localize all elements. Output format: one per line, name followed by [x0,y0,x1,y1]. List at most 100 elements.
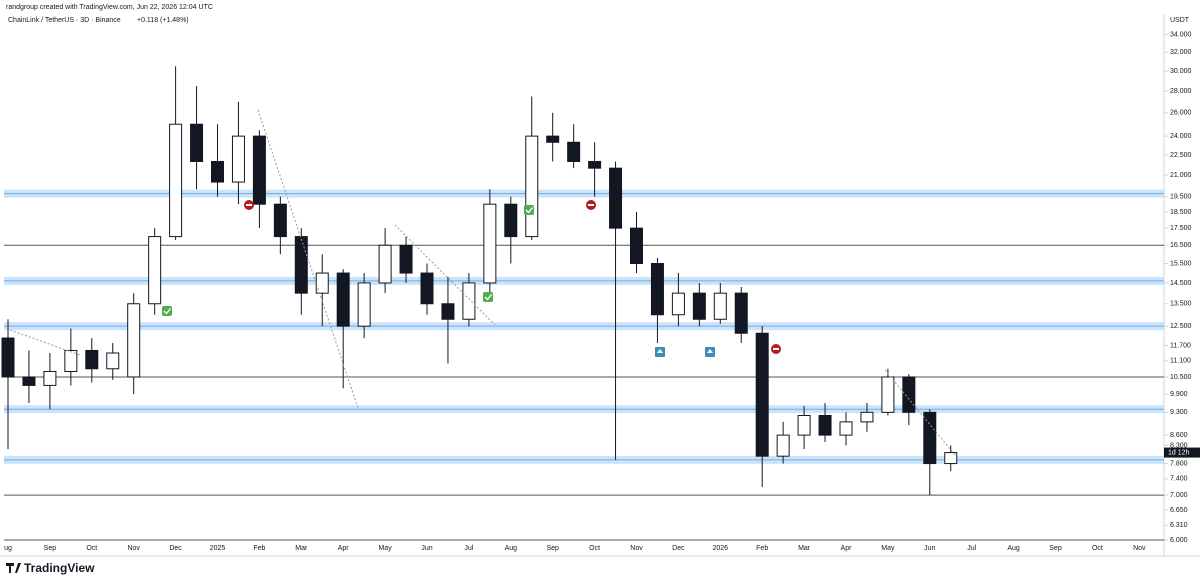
y-tick-label: 7.800 [1170,460,1188,467]
candle-body [839,421,853,436]
y-tick-label: 7.400 [1170,476,1188,483]
x-tick-label: Dec [169,545,182,552]
rocket-icon [705,347,715,357]
x-tick-label: 2026 [713,545,729,552]
rocket-icon [655,347,665,357]
candle-body [944,452,958,465]
change: +0.118 (+1.48%) [137,17,189,24]
countdown: 1d 12h [1168,449,1190,456]
candle-body [1,337,15,378]
logo [6,563,21,573]
candle-body [734,292,748,334]
y-tick-label: 18.500 [1170,209,1192,216]
candle-body [818,414,832,436]
y-tick-label: 14.500 [1170,280,1192,287]
y-tick-label: 10.500 [1170,374,1192,381]
y-tick-label: 6.650 [1170,507,1188,514]
candle-body [776,434,790,457]
author-line: randgroup created with TradingView.com, … [6,4,213,11]
candle-body [315,272,329,294]
x-tick-label: 2025 [210,545,226,552]
x-tick-label: Sep [546,545,559,552]
candle-body [211,160,224,183]
x-tick-label: Aug [1007,545,1020,552]
candle-body [378,244,392,284]
candle-body [755,332,769,457]
x-tick-label: Mar [295,545,308,552]
y-tick-label: 34.000 [1170,31,1192,38]
y-tick-label: 6.310 [1170,522,1188,529]
y-tick-label: 22.500 [1170,152,1192,159]
x-tick-label: Dec [672,545,685,552]
candle-body [22,376,36,386]
y-tick-label: 6.000 [1170,537,1188,544]
y-tick-label: 15.500 [1170,260,1192,267]
candle-body [525,135,539,238]
candle-body [504,203,518,238]
candle-body [671,292,685,316]
candle-body [252,135,266,205]
x-tick-label: Nov [630,545,643,552]
candle-body [43,370,57,386]
candle-body [441,303,455,320]
x-tick-label: Mar [798,545,811,552]
check-icon [483,292,493,302]
countdown-tag [1164,447,1200,458]
x-tick-label: Jul [464,545,473,552]
stop-icon [586,200,596,210]
candle-body [127,303,141,378]
candle-body [462,282,476,320]
candle-body [923,411,937,465]
y-tick-label: 19.500 [1170,193,1192,200]
candle-body [190,123,204,162]
candle-body [902,376,916,413]
trend-line [9,329,81,356]
x-tick-label: ug [4,545,12,552]
x-tick-label: Sep [1049,545,1062,552]
x-tick-label: Oct [86,545,97,552]
x-tick-label: Jun [924,545,935,552]
y-tick-label: 11.100 [1170,358,1191,365]
y-tick-label: 26.000 [1170,110,1192,117]
candle-body [692,292,706,320]
candle-body [294,236,308,294]
y-unit: USDT [1170,17,1190,24]
check-icon [524,205,534,215]
candle-body [85,349,99,370]
y-tick-label: 24.000 [1170,133,1192,140]
y-tick-label: 9.300 [1170,409,1188,416]
candle-body [546,135,560,143]
candle-body [106,352,120,370]
brand: TradingView [24,561,95,575]
symbol-line: ChainLink / TetherUS · 3D · Binance [8,17,121,24]
x-tick-label: May [881,545,895,552]
y-tick-label: 8.300 [1170,442,1188,449]
x-tick-label: Jul [967,545,976,552]
x-tick-label: Apr [841,545,853,552]
candle-body [609,167,623,229]
candle-body [713,292,727,320]
stop-icon [771,344,781,354]
y-tick-label: 28.000 [1170,88,1192,95]
y-tick-label: 13.500 [1170,301,1192,308]
stop-icon [244,200,254,210]
candle-body [273,203,287,238]
x-tick-label: Nov [1133,545,1146,552]
candle-body [630,227,643,265]
y-tick-label: 12.500 [1170,323,1192,330]
candle-body [169,123,183,238]
y-tick-label: 30.000 [1170,68,1192,75]
candle-body [231,135,245,183]
x-tick-label: Jun [421,545,432,552]
candle-body [148,236,162,305]
candle-body [567,141,581,162]
y-tick-label: 17.500 [1170,225,1192,232]
candle-body [860,411,874,423]
x-tick-label: Oct [1092,545,1103,552]
y-tick-label: 11.700 [1170,342,1191,349]
candle-body [797,414,811,436]
y-tick-label: 16.500 [1170,242,1192,249]
candle-body [399,244,413,274]
